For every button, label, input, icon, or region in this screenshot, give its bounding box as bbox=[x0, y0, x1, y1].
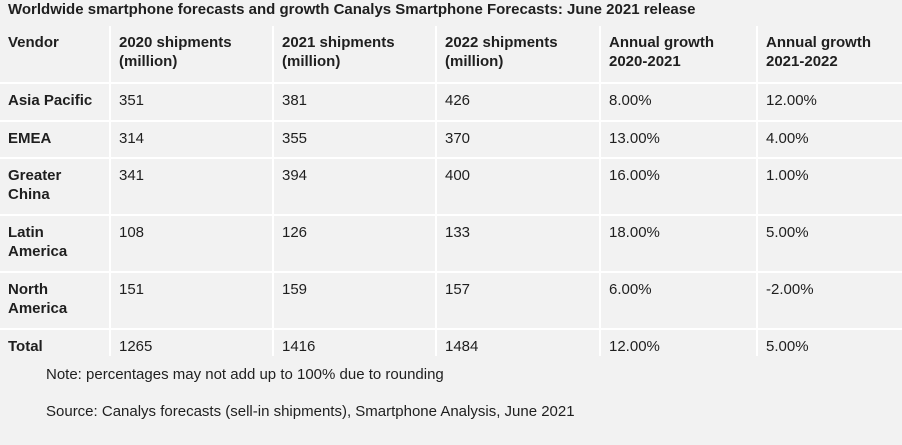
forecast-table: Vendor 2020 shipments (million) 2021 shipm… bbox=[0, 26, 902, 366]
row-label: North America bbox=[0, 273, 109, 328]
table-cell: 370 bbox=[437, 122, 599, 157]
table-cell: 159 bbox=[274, 273, 435, 328]
table-cell: 12.00% bbox=[758, 84, 902, 120]
table-cell: 18.00% bbox=[601, 216, 756, 271]
table-cell: 6.00% bbox=[601, 273, 756, 328]
table-cell: 16.00% bbox=[601, 159, 756, 214]
row-label: EMEA bbox=[0, 122, 109, 157]
table-cell: 381 bbox=[274, 84, 435, 120]
table-cell: 426 bbox=[437, 84, 599, 120]
column-header: 2020 shipments (million) bbox=[111, 26, 272, 82]
table-cell: 351 bbox=[111, 84, 272, 120]
table-cell: 394 bbox=[274, 159, 435, 214]
table-cell: 400 bbox=[437, 159, 599, 214]
table-cell: 1.00% bbox=[758, 159, 902, 214]
table-cell: 5.00% bbox=[758, 330, 902, 366]
table-cell: 4.00% bbox=[758, 122, 902, 157]
table-cell: 13.00% bbox=[601, 122, 756, 157]
table-cell: 355 bbox=[274, 122, 435, 157]
table-title: Worldwide smartphone forecasts and growt… bbox=[8, 1, 696, 18]
row-label: Latin America bbox=[0, 216, 109, 271]
table-cell: 314 bbox=[111, 122, 272, 157]
row-label: Total bbox=[0, 330, 109, 366]
table-cell: 12.00% bbox=[601, 330, 756, 366]
column-header: 2022 shipments (million) bbox=[437, 26, 599, 82]
row-label: Greater China bbox=[0, 159, 109, 214]
table-cell: 126 bbox=[274, 216, 435, 271]
row-label: Asia Pacific bbox=[0, 84, 109, 120]
table-cell: 1416 bbox=[274, 330, 435, 366]
table-cell: 157 bbox=[437, 273, 599, 328]
table-cell: 5.00% bbox=[758, 216, 902, 271]
table-cell: 1265 bbox=[111, 330, 272, 366]
table-cell: 8.00% bbox=[601, 84, 756, 120]
table-cell: 1484 bbox=[437, 330, 599, 366]
table-cell: 151 bbox=[111, 273, 272, 328]
table-note: Note: percentages may not add up to 100%… bbox=[46, 366, 444, 383]
column-header: Annual growth 2021-2022 bbox=[758, 26, 902, 82]
column-header: 2021 shipments (million) bbox=[274, 26, 435, 82]
column-header: Annual growth 2020-2021 bbox=[601, 26, 756, 82]
table-cell: 108 bbox=[111, 216, 272, 271]
table-cell: -2.00% bbox=[758, 273, 902, 328]
column-header: Vendor bbox=[0, 26, 109, 82]
table-cell: 133 bbox=[437, 216, 599, 271]
table-source: Source: Canalys forecasts (sell-in shipm… bbox=[46, 403, 575, 420]
table-cell: 341 bbox=[111, 159, 272, 214]
